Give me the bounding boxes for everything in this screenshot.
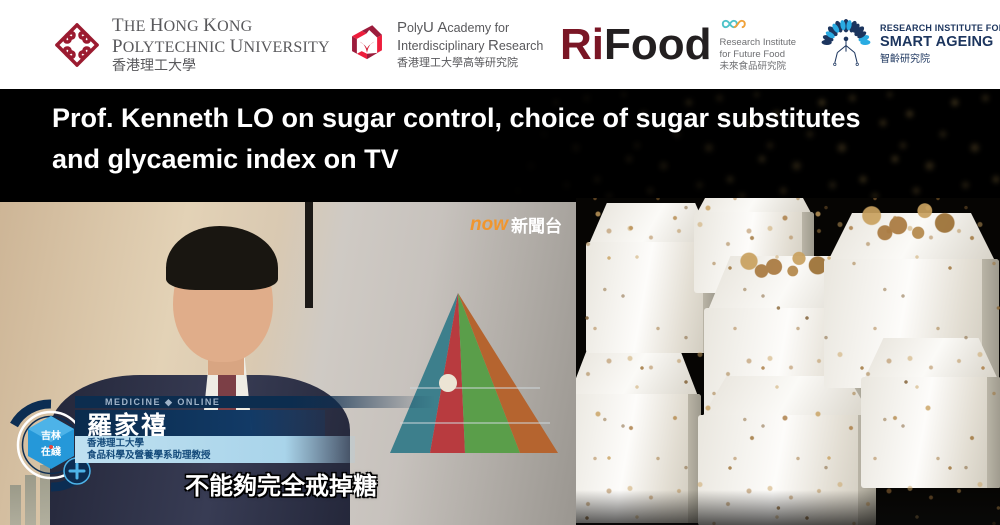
svg-text:吉林: 吉林 [41, 429, 62, 442]
